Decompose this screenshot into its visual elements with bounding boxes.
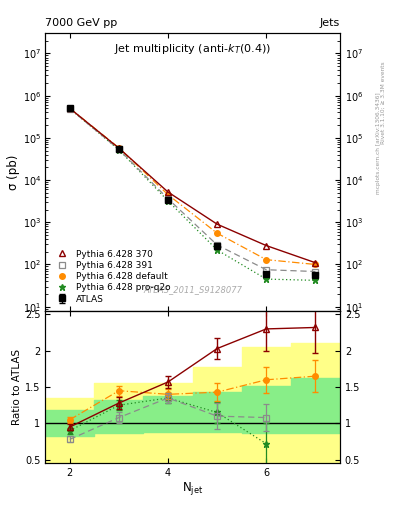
Pythia 6.428 pro-q2o <box>313 278 318 284</box>
Pythia 6.428 pro-q2o <box>68 105 72 112</box>
Pythia 6.428 pro-q2o <box>264 276 269 282</box>
Pythia 6.428 391 <box>215 242 219 248</box>
Pythia 6.428 391 <box>116 146 121 153</box>
Line: Pythia 6.428 pro-q2o: Pythia 6.428 pro-q2o <box>66 105 319 284</box>
Pythia 6.428 370 <box>68 105 72 112</box>
Pythia 6.428 391 <box>166 196 171 202</box>
Text: Jets: Jets <box>320 18 340 28</box>
Pythia 6.428 default <box>68 105 72 112</box>
Pythia 6.428 391 <box>264 267 269 273</box>
Pythia 6.428 default <box>215 230 219 236</box>
Pythia 6.428 pro-q2o <box>116 147 121 153</box>
Line: Pythia 6.428 default: Pythia 6.428 default <box>67 105 318 267</box>
Line: Pythia 6.428 370: Pythia 6.428 370 <box>67 105 318 266</box>
Pythia 6.428 default <box>166 191 171 198</box>
Text: mcplots.cern.ch [arXiv:1306.3436]: mcplots.cern.ch [arXiv:1306.3436] <box>376 93 380 194</box>
Text: Jet multiplicity (anti-$k_T$(0.4)): Jet multiplicity (anti-$k_T$(0.4)) <box>114 41 271 56</box>
Pythia 6.428 370 <box>215 221 219 227</box>
Legend: Pythia 6.428 370, Pythia 6.428 391, Pythia 6.428 default, Pythia 6.428 pro-q2o, : Pythia 6.428 370, Pythia 6.428 391, Pyth… <box>50 247 173 306</box>
Y-axis label: σ (pb): σ (pb) <box>7 154 20 190</box>
Pythia 6.428 default <box>264 257 269 263</box>
Pythia 6.428 370 <box>166 189 171 195</box>
Pythia 6.428 default <box>313 262 318 268</box>
Y-axis label: Ratio to ATLAS: Ratio to ATLAS <box>12 349 22 425</box>
Pythia 6.428 pro-q2o <box>215 247 219 253</box>
Text: Rivet 3.1.10; ≥ 3.3M events: Rivet 3.1.10; ≥ 3.3M events <box>381 61 386 144</box>
Pythia 6.428 370 <box>116 145 121 151</box>
Text: ATLAS_2011_S9128077: ATLAS_2011_S9128077 <box>143 285 242 294</box>
Pythia 6.428 370 <box>313 260 318 266</box>
Text: 7000 GeV pp: 7000 GeV pp <box>45 18 118 28</box>
Pythia 6.428 default <box>116 145 121 151</box>
Pythia 6.428 pro-q2o <box>166 198 171 204</box>
Line: Pythia 6.428 391: Pythia 6.428 391 <box>67 106 318 274</box>
X-axis label: N$_{\rm jet}$: N$_{\rm jet}$ <box>182 480 203 497</box>
Pythia 6.428 370 <box>264 243 269 249</box>
Pythia 6.428 391 <box>313 268 318 274</box>
Pythia 6.428 391 <box>68 105 72 112</box>
